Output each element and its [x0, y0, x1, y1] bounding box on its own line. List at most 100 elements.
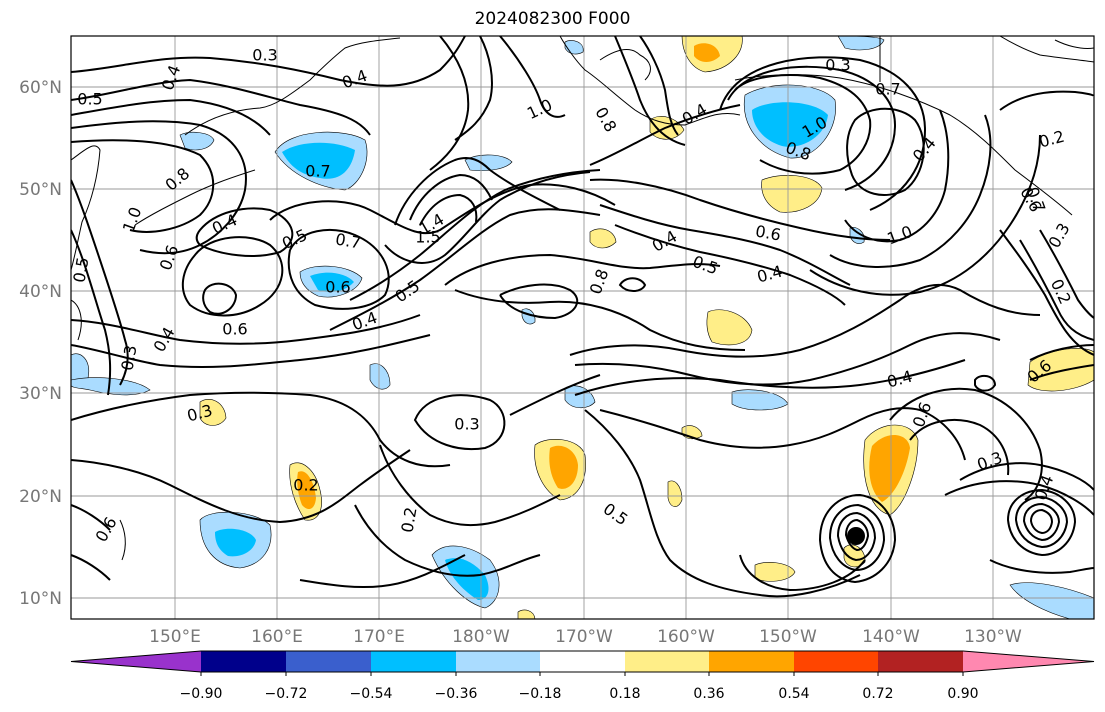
contour-label: 0.7: [305, 162, 330, 181]
longitude-label: 160°E: [251, 627, 303, 647]
colorbar-segment: [201, 651, 286, 672]
positive-patch: [761, 175, 823, 213]
colorbar-segment: [625, 651, 709, 672]
map-frame: [70, 35, 1095, 620]
positive-patch: [667, 480, 683, 507]
latitude-label: 60°N: [19, 78, 62, 98]
positive-patch: [297, 471, 316, 510]
contour-label: 0.5: [77, 90, 102, 109]
contour-label: 0.6: [325, 278, 350, 297]
colorbar-tick-label: −0.90: [180, 686, 223, 702]
positive-patch: [706, 309, 753, 346]
contour-label: 0.4: [349, 308, 379, 335]
positive-patch: [589, 228, 617, 249]
colorbar-tick-label: 0.72: [862, 686, 893, 702]
latitude-label: 40°N: [19, 282, 62, 302]
positive-patch: [199, 398, 227, 426]
contour-label: 0.3: [974, 448, 1004, 475]
negative-patch: [837, 36, 885, 51]
map-title: 2024082300 F000: [474, 9, 631, 29]
contour-label: 0.4: [885, 367, 915, 392]
positive-patch: [517, 609, 536, 619]
latitude-label: 30°N: [19, 384, 62, 404]
colorbar-extend-max: [963, 651, 1094, 672]
negative-patch: [1009, 582, 1094, 619]
positive-patch: [549, 445, 578, 489]
contour-label: 0.3: [117, 344, 140, 372]
colorbar-tick-label: −0.72: [265, 686, 308, 702]
negative-patch: [179, 131, 215, 151]
contour-label: 0.3: [252, 46, 277, 65]
longitude-label: 130°W: [964, 627, 1022, 647]
contour-label: 0.4: [158, 62, 185, 92]
latitude-label: 10°N: [19, 589, 62, 609]
contour-label: 0.4: [150, 324, 179, 356]
cyclone-center-marker: [847, 527, 865, 545]
contour-label: 1.0: [524, 95, 555, 123]
contour-lines: [71, 36, 1094, 598]
longitude-label: 170°W: [555, 627, 613, 647]
contour-label: 0.4: [1031, 472, 1058, 502]
contour-label: 0.2: [293, 476, 318, 495]
colorbar-extend-min: [71, 651, 201, 672]
positive-patch: [869, 434, 910, 502]
latitude-label: 50°N: [19, 180, 62, 200]
negative-patch: [564, 385, 596, 409]
contour-label: 0.5: [600, 499, 632, 529]
longitude-label: 160°W: [657, 627, 715, 647]
colorbar-tick-label: 0.90: [947, 686, 978, 702]
contour-label: 0.6: [156, 242, 183, 272]
contour-label: 0.8: [586, 266, 613, 296]
negative-patch: [369, 363, 391, 390]
contour-label: 1.5: [415, 228, 440, 247]
negative-patch: [752, 102, 828, 147]
colorbar-segment: [286, 651, 371, 672]
negative-patch: [215, 528, 256, 557]
colorbar-tick-label: 0.36: [693, 686, 724, 702]
negative-patch: [310, 272, 354, 292]
contour-label: 0.3: [825, 56, 850, 75]
negative-patch: [445, 558, 489, 600]
negative-patch: [564, 40, 584, 55]
positive-patch: [754, 562, 796, 582]
contour-label: 0.3: [454, 415, 479, 434]
contour-label: 0.7: [334, 229, 362, 252]
contour-label: 0.8: [162, 164, 194, 195]
colorbar-tick-label: −0.54: [350, 686, 393, 702]
colorbar-segment: [709, 651, 794, 672]
contour-label: 0.6: [754, 221, 782, 244]
longitude-labels: 150°E 160°E 170°E 180°W 170°W 160°W 150°W 140°W…: [149, 627, 1022, 647]
colorbar-segment: [878, 651, 963, 672]
longitude-label: 140°W: [862, 627, 920, 647]
colorbar-tick-label: −0.18: [519, 686, 562, 702]
latitude-labels: 10°N 20°N 30°N 40°N 50°N 60°N: [19, 78, 62, 609]
contour-label: 1.0: [884, 222, 914, 249]
colorbar-tick-label: 0.18: [609, 686, 640, 702]
contour-label: 0.4: [649, 227, 681, 256]
positive-patch: [694, 43, 720, 62]
negative-patch: [849, 227, 865, 244]
latitude-label: 20°N: [19, 487, 62, 507]
colorbar-segment: [540, 651, 625, 672]
contour-label: 0.6: [222, 320, 247, 339]
longitude-label: 150°E: [149, 627, 201, 647]
contour-label: 0.2: [1047, 276, 1075, 307]
longitude-label: 170°E: [353, 627, 405, 647]
contour-label: 1.0: [119, 204, 146, 234]
contour-label: 0.5: [69, 256, 92, 284]
negative-patch: [282, 142, 355, 179]
contour-label: 0.4: [909, 134, 940, 166]
contour-label: 0.8: [591, 104, 620, 136]
contour-label: 0.4: [339, 66, 369, 93]
colorbar-tick-label: 0.54: [778, 686, 809, 702]
contour-label: 0.4: [679, 100, 711, 129]
colorbar-tick-label: −0.36: [435, 686, 478, 702]
contour-label: 0.7: [875, 80, 900, 99]
contour-label: 0.2: [1037, 127, 1067, 152]
longitude-label: 150°W: [759, 627, 817, 647]
colorbar-segment: [794, 651, 878, 672]
contour-label: 0.6: [909, 399, 936, 429]
longitude-label: 180°W: [452, 627, 510, 647]
contour-label: 0.2: [397, 506, 420, 534]
